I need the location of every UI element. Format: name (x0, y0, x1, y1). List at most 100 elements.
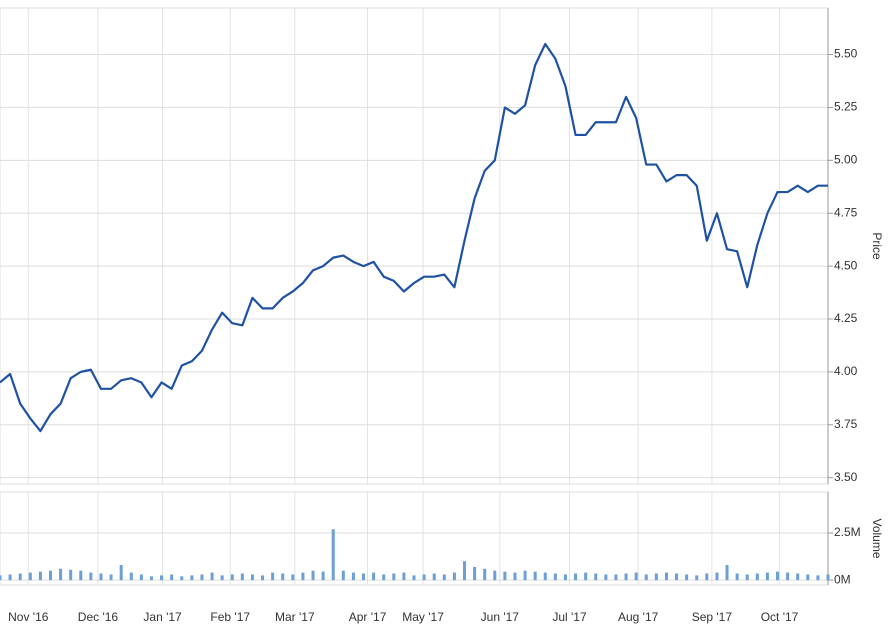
volume-bar (513, 572, 517, 581)
volume-bar (442, 574, 446, 581)
volume-bar (210, 572, 214, 581)
volume-bar (149, 576, 153, 581)
x-tick-label: Aug '17 (618, 610, 659, 624)
x-tick-label: Jul '17 (552, 610, 587, 624)
x-tick-label: Feb '17 (210, 610, 250, 624)
volume-bar (695, 575, 699, 581)
volume-bar (180, 576, 184, 581)
volume-bar (321, 571, 325, 581)
volume-bar (220, 575, 224, 581)
y-tick-label: 3.75 (834, 417, 858, 431)
volume-bar (553, 573, 557, 581)
volume-bar (362, 573, 366, 581)
volume-bar (584, 572, 588, 581)
volume-bar (250, 574, 254, 581)
volume-bar (614, 574, 618, 581)
volume-bar (725, 565, 729, 581)
volume-bar (574, 573, 578, 581)
y-tick-label: 4.00 (834, 364, 858, 378)
volume-bar (301, 572, 305, 581)
volume-bar (735, 573, 739, 581)
volume-bar (826, 574, 830, 581)
panel-frame (0, 7, 829, 485)
volume-bar (604, 574, 608, 581)
volume-bar (745, 574, 749, 581)
price-line (0, 42, 828, 433)
volume-bar (351, 572, 355, 581)
volume-bar (473, 566, 477, 581)
y-tick-label: 5.25 (834, 100, 858, 114)
volume-bar (311, 570, 315, 581)
volume-bar (18, 573, 22, 581)
volume-bar (533, 571, 537, 581)
x-tick-label: Dec '16 (78, 610, 119, 624)
volume-bar (200, 574, 204, 581)
volume-bar (765, 572, 769, 581)
volume-bar (705, 573, 709, 581)
volume-bar (109, 574, 113, 581)
volume-bar (786, 572, 790, 581)
y-tick-label: 0M (834, 572, 851, 586)
volume-bar (776, 571, 780, 581)
volume-bar (230, 574, 234, 581)
y-axis-label: Price (870, 232, 884, 260)
volume-bar (806, 574, 810, 581)
volume-bar (523, 570, 527, 581)
x-tick-label: Sep '17 (692, 610, 733, 624)
volume-bar (382, 574, 386, 581)
y-axis-label: Volume (870, 518, 884, 558)
volume-bar (664, 572, 668, 581)
x-tick-label: Nov '16 (8, 610, 49, 624)
volume-bar (139, 574, 143, 581)
volume-bar (48, 570, 52, 581)
y-tick-label: 3.50 (834, 470, 858, 484)
volume-bar (624, 573, 628, 581)
x-tick-label: Oct '17 (761, 610, 799, 624)
volume-bar (99, 573, 103, 581)
volume-bar (594, 573, 598, 581)
volume-bar (8, 574, 12, 581)
y-tick-label: 4.75 (834, 205, 858, 219)
volume-bar (261, 575, 265, 581)
volume-bar (654, 573, 658, 581)
x-tick-label: Apr '17 (349, 610, 387, 624)
volume-bar (341, 570, 345, 581)
volume-bar (644, 574, 648, 581)
volume-bar (816, 575, 820, 581)
volume-bar (240, 573, 244, 581)
volume-bar (493, 570, 497, 581)
volume-bar (281, 573, 285, 581)
volume-bar (685, 574, 689, 581)
volume-bar (432, 573, 436, 581)
volume-bar (796, 573, 800, 581)
volume-bar (59, 568, 63, 581)
volume-bar (452, 572, 456, 581)
volume-bar (392, 573, 396, 581)
volume-bar (190, 575, 194, 581)
volume-bar (271, 572, 275, 581)
volume-bar (715, 572, 719, 581)
volume-bar (119, 565, 123, 581)
panel-frame (0, 491, 829, 586)
x-tick-label: Jan '17 (143, 610, 182, 624)
volume-bar (412, 575, 416, 581)
volume-bar (563, 574, 567, 581)
volume-bar (170, 574, 174, 581)
volume-bar (675, 573, 679, 581)
volume-bar (755, 573, 759, 581)
volume-bar (291, 574, 295, 581)
x-tick-label: May '17 (402, 610, 444, 624)
volume-bar (503, 571, 507, 581)
volume-bar (402, 572, 406, 581)
volume-bar (160, 575, 164, 581)
y-tick-label: 4.50 (834, 258, 858, 272)
volume-bar (79, 570, 83, 581)
y-tick-label: 2.5M (834, 525, 861, 539)
volume-bar (38, 571, 42, 581)
volume-bar (129, 572, 133, 581)
volume-bar (0, 575, 2, 581)
volume-bar (69, 569, 73, 581)
y-tick-label: 5.50 (834, 47, 858, 61)
volume-bar (372, 572, 376, 581)
volume-bar (483, 568, 487, 581)
